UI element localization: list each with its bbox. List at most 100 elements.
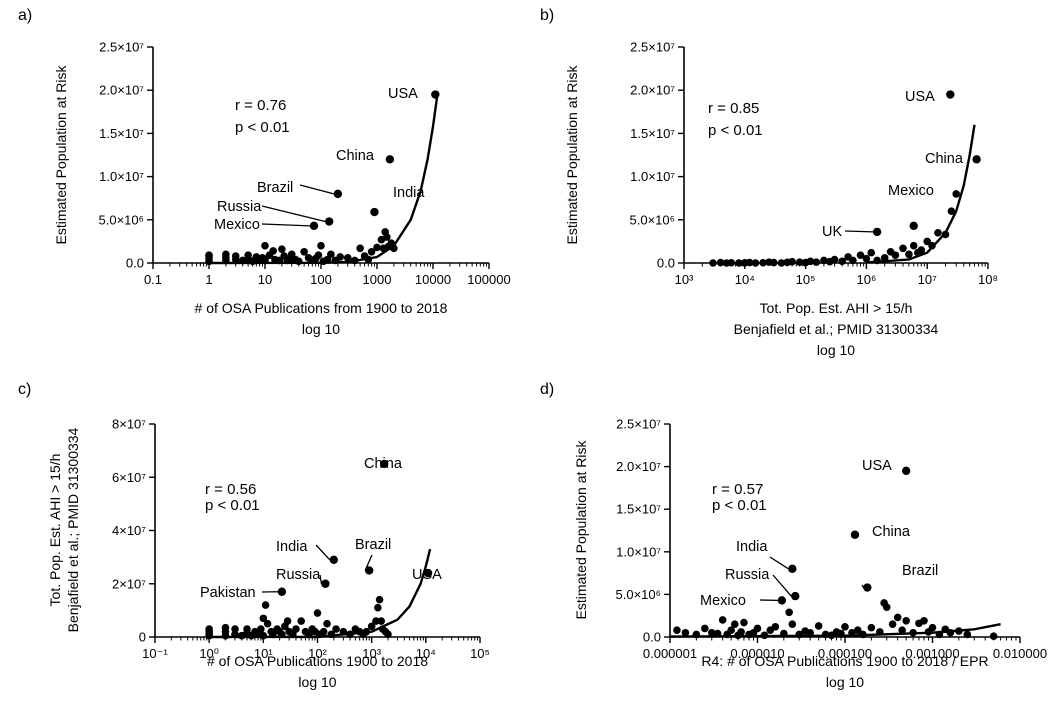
data-point <box>701 624 709 633</box>
panel-label: d) <box>540 381 554 398</box>
panel-b: b) 0.0 5.0×10⁶ 1.0×10⁷ 1.5×10⁷ 2.0×10⁷ 2.5×10⁷… <box>540 7 998 358</box>
data-point <box>374 603 382 612</box>
country-label: USA <box>905 89 935 105</box>
x-axis-label: Benjafield et al.; PMID 31300334 <box>734 321 939 337</box>
x-tick-label: 10⁷ <box>918 272 937 287</box>
y-tick-label: 2.0×10⁷ <box>99 83 144 98</box>
data-point <box>838 257 847 266</box>
data-point <box>952 190 961 198</box>
x-axis-label: log 10 <box>817 342 855 358</box>
data-point <box>356 244 364 253</box>
data-point <box>859 630 867 639</box>
x-tick-label: 0.000001 <box>643 646 697 661</box>
country-label: Russia <box>276 567 321 583</box>
data-point <box>891 251 900 260</box>
data-point <box>327 250 335 259</box>
data-point <box>837 629 845 638</box>
x-tick-label: 10⁴ <box>735 272 755 287</box>
x-tick-label: 10³ <box>675 272 694 287</box>
y-tick-label: 1.0×10⁷ <box>630 169 675 184</box>
country-label: China <box>336 148 375 164</box>
y-tick-label: 4×10⁷ <box>112 523 146 538</box>
y-tick-label: 2.0×10⁷ <box>616 459 661 474</box>
data-point <box>856 251 865 260</box>
data-point <box>205 630 213 639</box>
data-point <box>278 245 286 253</box>
y-tick-label: 1.5×10⁷ <box>99 126 144 141</box>
data-point <box>231 252 240 260</box>
data-point <box>880 254 889 262</box>
data-point <box>905 250 913 259</box>
data-point <box>259 614 268 623</box>
x-tick-label: 10⁶ <box>856 272 876 287</box>
labeled-point-russia <box>321 579 330 588</box>
x-tick-label: 0.001000 <box>905 646 959 661</box>
country-label: Brazil <box>902 563 938 579</box>
panel-c: c) 0 2×10⁷ 4×10⁷ 6×10⁷ 8×10⁷ 10⁻¹ 10⁰ 10¹ 10² 10³ 1… <box>18 381 490 690</box>
data-point <box>261 241 269 250</box>
x-tick-label: 1 <box>205 272 212 287</box>
x-tick-label: 100 <box>310 272 332 287</box>
data-point <box>339 627 348 636</box>
x-tick-label: 0.000010 <box>730 646 784 661</box>
data-point <box>362 627 371 636</box>
data-point <box>244 251 252 260</box>
x-tick-label: 10⁵ <box>796 272 816 287</box>
labeled-point-brazil <box>863 583 872 592</box>
country-label: Brazil <box>355 537 391 553</box>
data-point <box>727 258 736 267</box>
x-tick-label: 10⁵ <box>470 646 490 661</box>
data-point <box>716 258 725 267</box>
label-leader-line <box>299 184 335 195</box>
data-point <box>785 608 793 617</box>
x-axis-label: log 10 <box>302 321 340 337</box>
x-tick-label: 10000 <box>415 272 451 287</box>
data-point <box>788 620 797 629</box>
stat-text: p < 0.01 <box>708 122 763 139</box>
data-point <box>830 255 839 264</box>
labeled-point-brazil <box>333 189 343 199</box>
country-label: USA <box>388 86 418 102</box>
data-point <box>853 626 862 634</box>
stat-text: p < 0.01 <box>235 119 290 136</box>
labeled-point-usa <box>901 466 911 476</box>
data-point <box>673 626 681 634</box>
country-label: USA <box>412 567 442 583</box>
y-tick-label: 0.0 <box>126 256 144 271</box>
labeled-point-usa <box>431 90 440 99</box>
data-point <box>259 631 268 640</box>
labeled-point-mexico <box>909 221 918 231</box>
x-tick-label: 10⁸ <box>978 272 998 287</box>
data-point <box>346 630 354 639</box>
label-leader-line <box>315 544 331 561</box>
labeled-point-china <box>379 459 389 469</box>
data-point <box>737 628 745 636</box>
data-point <box>269 247 277 255</box>
y-tick-label: 0.0 <box>643 630 661 645</box>
y-tick-label: 5.0×10⁶ <box>630 212 675 227</box>
data-point <box>323 619 331 628</box>
panel-d: d) 0.0 5.0×10⁶ 1.0×10⁷ 1.5×10⁷ 2.0×10⁷ 2.5×10⁷… <box>540 381 1047 690</box>
country-label: India <box>276 539 308 555</box>
label-leader-line <box>769 556 789 570</box>
country-label: Mexico <box>214 217 260 233</box>
label-leader-line <box>844 230 874 233</box>
data-point <box>222 250 230 259</box>
data-point <box>681 628 690 637</box>
data-point <box>383 233 391 241</box>
data-point <box>909 628 917 637</box>
data-point <box>770 258 778 267</box>
fit-curve <box>209 548 432 639</box>
data-point <box>920 617 928 625</box>
data-point <box>777 259 786 267</box>
data-point <box>893 613 902 622</box>
data-point <box>269 630 277 639</box>
x-tick-label: 0.010000 <box>993 646 1047 661</box>
data-point <box>946 628 955 637</box>
x-axis-label: R4: # of OSA Publications 1900 to 2018 /… <box>701 653 988 669</box>
data-point <box>909 241 918 250</box>
data-point <box>788 257 796 266</box>
data-point <box>899 244 907 253</box>
data-point <box>867 248 876 257</box>
data-point <box>692 630 701 639</box>
